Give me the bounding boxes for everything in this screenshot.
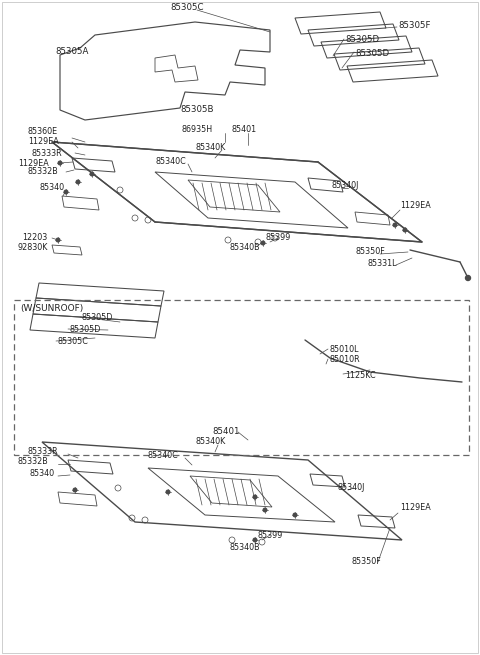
Text: 85401: 85401 — [232, 126, 257, 134]
Circle shape — [58, 161, 62, 165]
Circle shape — [166, 490, 170, 494]
Text: 85332B: 85332B — [18, 457, 49, 466]
Text: 1129EA: 1129EA — [28, 138, 59, 147]
Circle shape — [76, 180, 80, 184]
Text: 1129EA: 1129EA — [400, 200, 431, 210]
Text: 85305D: 85305D — [82, 314, 113, 322]
Text: 85305D: 85305D — [70, 326, 101, 335]
Text: 85340B: 85340B — [230, 544, 261, 553]
Text: 85305D: 85305D — [345, 35, 379, 45]
Text: 85305B: 85305B — [180, 105, 214, 115]
Circle shape — [261, 241, 265, 245]
Text: 85340B: 85340B — [230, 244, 261, 252]
Text: 85305C: 85305C — [58, 337, 89, 346]
Circle shape — [56, 238, 60, 242]
Text: 85350F: 85350F — [352, 557, 382, 567]
Circle shape — [293, 514, 297, 517]
Bar — [14, 300, 469, 455]
Text: 85333R: 85333R — [28, 447, 59, 457]
Text: (W/SUNROOF): (W/SUNROOF) — [20, 303, 83, 312]
Text: 12203: 12203 — [22, 233, 47, 242]
Text: 85331L: 85331L — [368, 259, 397, 269]
Text: 85401: 85401 — [212, 428, 240, 436]
Text: 85340C: 85340C — [155, 157, 186, 166]
Text: 85305A: 85305A — [55, 48, 88, 56]
Text: 85360E: 85360E — [28, 128, 58, 136]
Circle shape — [73, 488, 77, 492]
Text: 85340K: 85340K — [195, 438, 225, 447]
Circle shape — [253, 495, 257, 499]
Text: 85340K: 85340K — [195, 143, 225, 153]
Text: 85340J: 85340J — [338, 483, 365, 493]
Text: 86935H: 86935H — [182, 126, 213, 134]
Text: 85305D: 85305D — [355, 48, 389, 58]
Text: 85305F: 85305F — [398, 22, 431, 31]
Text: 85399: 85399 — [265, 233, 290, 242]
Text: 85332B: 85332B — [28, 168, 59, 176]
Circle shape — [253, 538, 257, 542]
Text: 85399: 85399 — [258, 531, 283, 540]
Circle shape — [403, 228, 407, 232]
Circle shape — [393, 223, 397, 227]
Text: 85350F: 85350F — [355, 248, 385, 257]
Circle shape — [64, 190, 68, 194]
Text: 1129EA: 1129EA — [18, 159, 49, 168]
Text: 92830K: 92830K — [18, 244, 48, 252]
Text: 85010R: 85010R — [330, 356, 360, 364]
Circle shape — [90, 172, 94, 176]
Text: 85340C: 85340C — [148, 451, 179, 460]
Text: 85305C: 85305C — [170, 3, 204, 12]
Circle shape — [263, 508, 267, 512]
Text: 1125KC: 1125KC — [345, 371, 376, 379]
Text: 85010L: 85010L — [330, 345, 360, 354]
Circle shape — [466, 276, 470, 280]
Text: 85333R: 85333R — [32, 149, 62, 157]
Text: 1129EA: 1129EA — [400, 504, 431, 512]
Text: 85340: 85340 — [30, 470, 55, 479]
Text: 85340: 85340 — [40, 183, 65, 193]
Text: 85340J: 85340J — [332, 181, 360, 189]
